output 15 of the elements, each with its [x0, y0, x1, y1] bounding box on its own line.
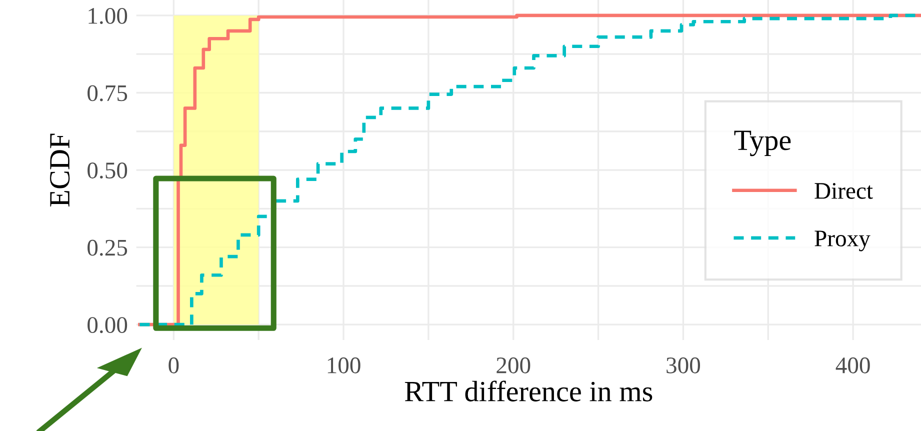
- y-tick-label: 0.75: [88, 85, 128, 102]
- x-tick-label: 0: [168, 357, 179, 374]
- y-axis-title: ECDF: [50, 134, 70, 206]
- legend-title: Type: [734, 130, 791, 156]
- y-tick-label: 0.50: [88, 162, 128, 179]
- legend-label: Direct: [814, 183, 873, 199]
- legend-label: Proxy: [814, 230, 870, 252]
- x-tick-label: 300: [666, 357, 700, 374]
- y-tick-label: 0.25: [88, 240, 128, 256]
- x-tick-label: 100: [328, 357, 360, 374]
- x-axis-title: RTT difference in ms: [404, 380, 652, 402]
- y-tick-label: 0.00: [88, 317, 128, 334]
- y-tick-label: 1.00: [88, 8, 128, 24]
- x-tick-label: 200: [496, 357, 530, 374]
- x-tick-label: 400: [836, 357, 870, 374]
